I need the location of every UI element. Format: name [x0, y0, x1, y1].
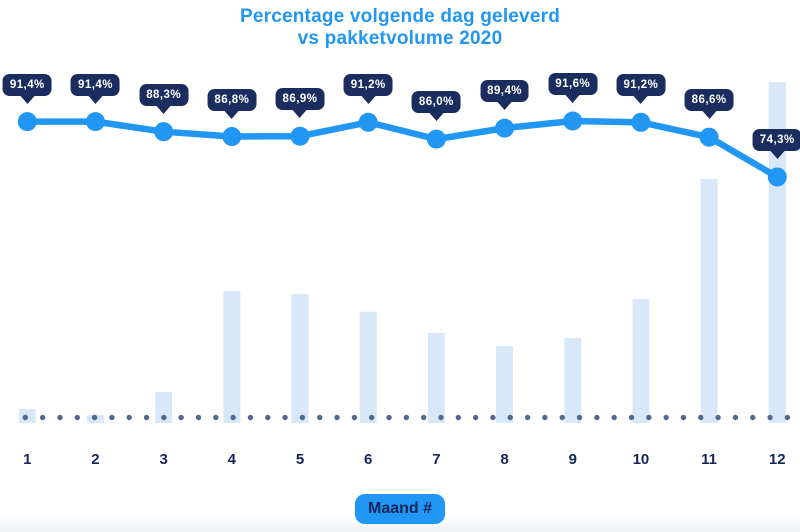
baseline-dot	[490, 414, 496, 421]
baseline-dot	[91, 414, 98, 421]
baseline-dot	[524, 414, 531, 421]
baseline-dot	[161, 414, 167, 421]
value-tooltip-3: 88,3%	[139, 83, 189, 114]
baseline-dot	[299, 414, 306, 421]
baseline-dot	[455, 414, 461, 421]
baseline-dot	[420, 414, 427, 421]
baseline-dot	[767, 414, 773, 421]
volume-bar-5	[291, 294, 309, 423]
baseline-dot	[646, 414, 652, 421]
line-point-4	[222, 127, 242, 147]
baseline-dot	[750, 414, 756, 421]
x-tick-label-12: 12	[768, 451, 786, 468]
baseline-dot	[594, 414, 600, 421]
baseline-dot	[732, 414, 739, 421]
baseline-dot	[576, 414, 583, 421]
volume-bar-3	[155, 391, 173, 423]
volume-bar-10	[632, 298, 650, 423]
bottom-fade	[0, 516, 800, 532]
baseline-dot	[126, 414, 132, 421]
line-point-7	[426, 129, 446, 149]
line-point-5	[290, 126, 310, 146]
baseline-dot	[334, 414, 340, 421]
line-point-1	[17, 112, 37, 132]
baseline-dot	[143, 414, 150, 421]
volume-bar-9	[564, 338, 582, 423]
value-tooltip-10: 91,2%	[616, 74, 666, 105]
baseline-dot	[680, 414, 687, 421]
baseline-dot	[74, 414, 80, 421]
baseline-dot	[507, 414, 513, 421]
x-axis-title-badge: Maand #	[354, 494, 446, 524]
chart-title-line1: Percentage volgende dag geleverd	[239, 6, 560, 27]
baseline-dot	[213, 414, 219, 421]
line-point-8	[495, 118, 515, 138]
baseline-dot	[715, 414, 721, 421]
x-tick-label-2: 2	[91, 451, 100, 468]
volume-bar-4	[223, 291, 241, 423]
baseline-dot	[403, 414, 410, 421]
baseline-dot	[247, 414, 254, 421]
baseline-dot	[472, 414, 479, 421]
baseline-dot	[39, 414, 46, 421]
baseline-dot	[542, 414, 548, 421]
line-point-10	[631, 112, 651, 132]
volume-bar-12	[768, 82, 786, 423]
x-tick-label-7: 7	[432, 451, 441, 468]
x-tick-label-1: 1	[23, 451, 32, 468]
x-tick-label-10: 10	[632, 451, 650, 468]
baseline-dot	[386, 414, 392, 421]
percentage-line	[24, 117, 781, 181]
baseline-dot	[559, 414, 565, 421]
baseline-dot	[57, 414, 63, 421]
x-tick-label-11: 11	[701, 451, 718, 468]
volume-bar-6	[359, 311, 377, 423]
value-tooltip-1: 91,4%	[2, 73, 52, 104]
baseline-dot	[628, 414, 635, 421]
x-tick-label-6: 6	[364, 451, 373, 468]
baseline-dot	[663, 414, 669, 421]
baseline-dot	[178, 414, 184, 421]
value-tooltip-7: 86,0%	[411, 91, 461, 122]
line-point-6	[358, 112, 378, 132]
volume-bar-8	[496, 345, 514, 423]
value-tooltip-2: 91,4%	[71, 73, 120, 104]
volume-bar-11	[700, 178, 718, 423]
value-tooltip-5: 86,9%	[275, 88, 325, 119]
x-tick-label-3: 3	[159, 451, 168, 468]
volume-bar-7	[427, 332, 445, 423]
baseline-dot	[698, 414, 704, 421]
baseline-dot	[195, 414, 202, 421]
line-point-11	[699, 127, 719, 147]
x-tick-label-4: 4	[227, 451, 236, 468]
value-tooltip-8: 89,4%	[480, 80, 530, 111]
line-point-3	[154, 122, 174, 142]
x-tick-label-5: 5	[295, 451, 305, 468]
value-tooltip-4: 86,8%	[207, 88, 257, 119]
value-tooltip-11: 86,6%	[684, 89, 734, 120]
x-tick-label-9: 9	[568, 451, 577, 468]
baseline-dot	[784, 414, 791, 421]
line-point-12	[767, 167, 787, 187]
chart-title: Percentage volgende dag geleverd vs pakk…	[0, 6, 800, 50]
baseline-dot	[438, 414, 444, 421]
x-tick-label-8: 8	[500, 451, 509, 468]
value-tooltip-9: 91,6%	[548, 73, 598, 103]
value-tooltip-12: 74,3%	[752, 129, 800, 159]
value-tooltip-6: 91,2%	[343, 74, 393, 105]
baseline-dot	[109, 414, 115, 421]
baseline-dot	[369, 414, 375, 421]
baseline-dot	[22, 414, 28, 421]
chart-title-line2: vs pakketvolume 2020	[297, 28, 503, 49]
baseline-dot	[351, 414, 358, 421]
line-point-2	[85, 112, 105, 132]
baseline-dot	[282, 414, 288, 421]
baseline-dot	[265, 414, 271, 421]
baseline-dot	[611, 414, 617, 421]
baseline-dot	[230, 414, 236, 421]
line-point-9	[563, 111, 583, 131]
baseline-dot	[317, 414, 323, 421]
